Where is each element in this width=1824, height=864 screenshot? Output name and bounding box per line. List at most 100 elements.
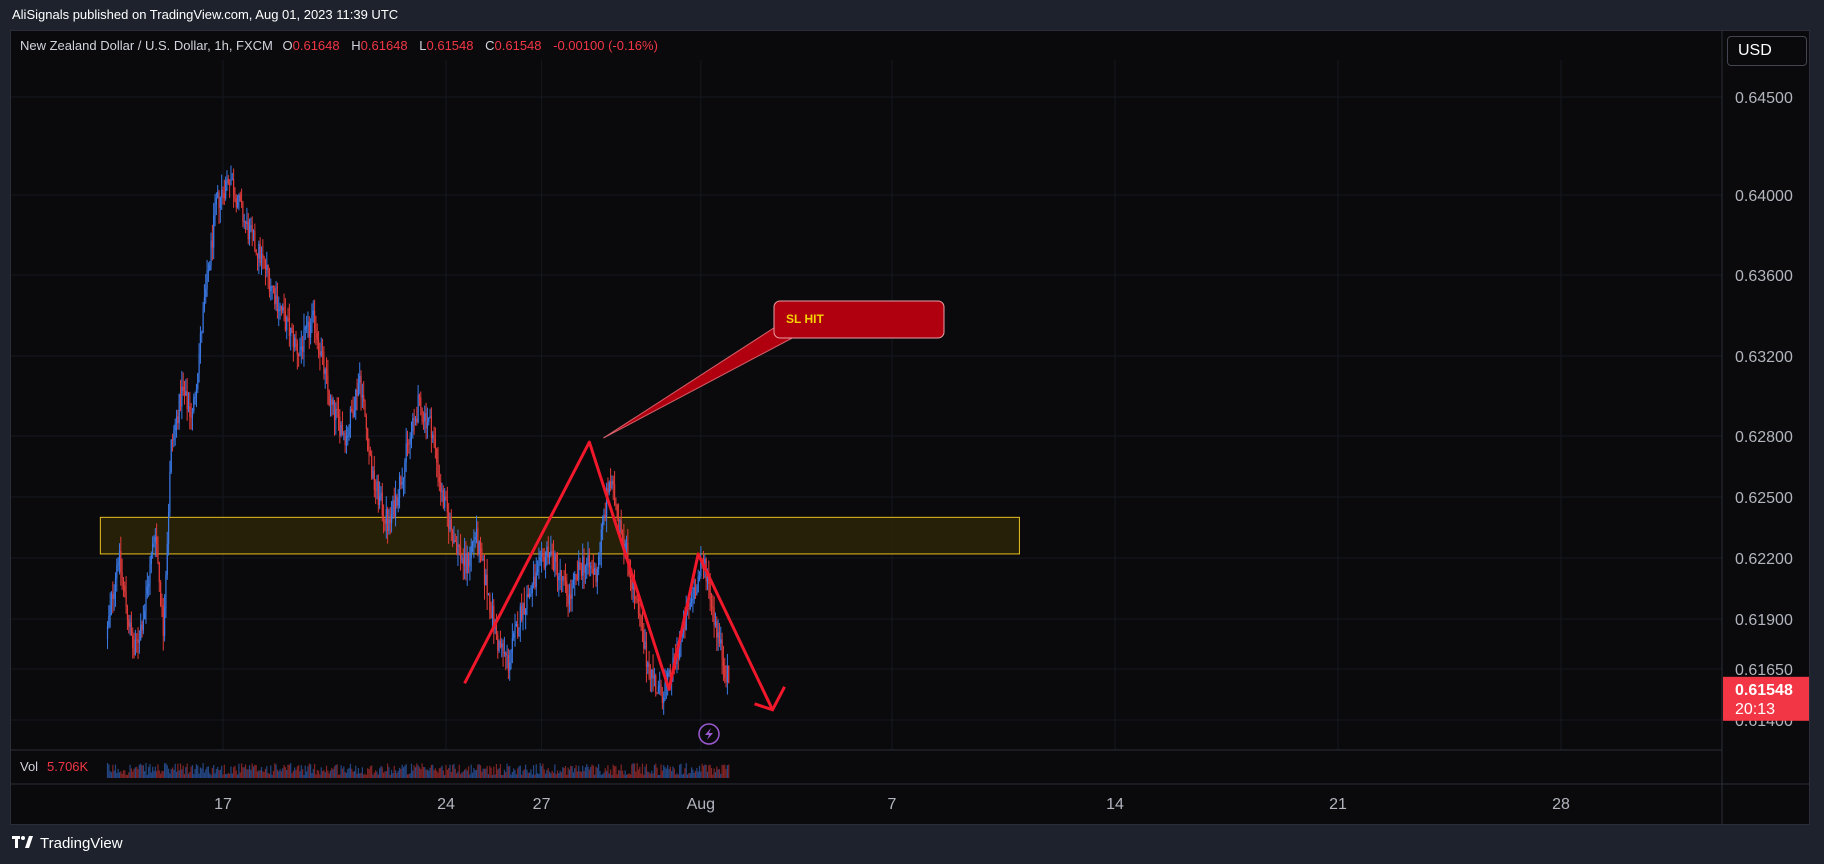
volume-bar [543,769,545,778]
volume-bar [510,774,512,778]
volume-bar [688,773,690,778]
candle-body [390,514,393,524]
volume-bar [421,763,423,778]
candle-body [296,343,298,355]
volume-bar [312,769,314,778]
volume-bar [414,767,417,778]
volume-bar [441,765,443,778]
candle-body [615,503,617,506]
candle-body [625,543,628,545]
candle-body [571,584,573,599]
candle-body [648,662,650,677]
chart-frame[interactable] [10,30,1810,825]
volume-bar [576,771,579,778]
candle-body [339,416,341,436]
tradingview-brand[interactable]: TradingView [12,835,123,852]
volume-bar [150,772,152,778]
volume-bar [558,772,560,778]
volume-bar [452,764,454,778]
candle-body [134,639,136,656]
time-tick-label: Aug [687,796,715,813]
volume-bar [292,770,294,778]
candle-body [505,652,507,656]
candle-body [474,536,476,540]
candle-body [619,520,621,522]
volume-bar [128,772,130,778]
volume-bar [449,764,451,778]
volume-bar [331,767,333,778]
candle-body [310,324,312,338]
volume-bar [648,772,650,778]
candle-body [324,369,326,374]
candle-body [179,394,182,407]
volume-bar [400,768,402,778]
volume-bar [270,765,272,778]
volume-bar [375,770,377,778]
volume-bar [592,765,594,778]
candle-body [303,329,305,352]
volume-bar [402,767,405,778]
callout-label: SL HIT [786,312,824,326]
candle-body [292,330,294,348]
candle-body [506,655,508,657]
volume-bar [316,769,318,778]
volume-bar [410,763,413,778]
candle-body [511,637,513,653]
volume-bar [340,765,342,778]
candle-body [602,521,604,530]
candle-body [258,244,260,259]
candle-body [515,623,517,627]
volume-bar [693,772,695,778]
volume-bar [578,765,580,778]
candle-body [495,623,498,636]
volume-bar [397,770,399,778]
candle-body [349,408,352,429]
candle-body [721,639,723,660]
candle-body [363,395,365,402]
candle-body [381,492,383,516]
candle-body [225,180,227,199]
open-value: 0.61648 [292,38,340,53]
callout-layer: SL HIT [603,300,945,745]
volume-bar [187,773,190,778]
volume-bar [183,773,186,778]
candle-body [442,489,444,508]
candle-body [677,649,679,659]
candle-body [445,496,447,501]
volume-bar [383,772,385,778]
volume-bar [637,769,640,778]
volume-bar [234,765,236,778]
volume-bar [562,767,564,778]
chart-grid [11,31,1809,825]
volume-bar [442,770,444,778]
currency-label: USD [1738,42,1772,59]
volume-bar [445,764,447,778]
volume-bar [552,772,555,778]
volume-bar [690,767,693,778]
volume-layer: Vol 5.706K [20,759,730,778]
candle-body [113,591,115,599]
lightning-bolt-glyph [705,728,713,740]
candle-body [461,558,463,560]
currency-button[interactable]: USD [1727,36,1807,66]
volume-bar [248,765,251,778]
volume-bar [495,763,498,778]
candle-body [633,581,636,598]
volume-bar [590,766,592,778]
volume-bar [304,765,306,778]
volume-bar [551,770,553,778]
volume-bar [401,764,403,778]
candle-body [251,225,253,232]
volume-bar [112,764,114,778]
candle-body [449,519,451,530]
volume-bar [604,768,606,778]
volume-bar [189,771,191,778]
volume-bar [384,771,386,778]
volume-bar [641,763,644,778]
volume-bar [631,764,633,778]
volume-bar [454,768,456,778]
volume-bar [320,767,322,778]
volume-bar [186,763,188,778]
volume-bar [125,774,127,778]
